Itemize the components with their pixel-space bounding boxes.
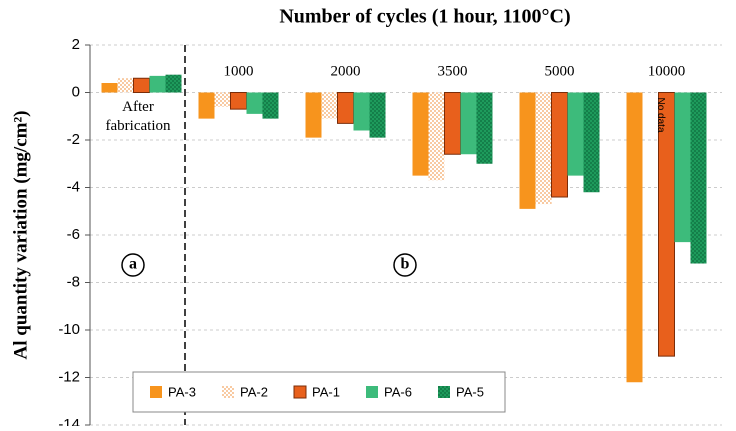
y-tick-label: -4 xyxy=(67,178,80,195)
y-tick-label: -8 xyxy=(67,273,80,290)
bar xyxy=(690,92,707,264)
bar xyxy=(165,74,182,93)
bar xyxy=(246,92,263,114)
bar xyxy=(337,92,354,124)
bar xyxy=(535,92,552,205)
y-tick-label: 2 xyxy=(72,36,80,53)
bar xyxy=(460,92,477,155)
legend-label: PA-1 xyxy=(312,384,340,399)
bar xyxy=(583,92,600,193)
x-tick-label: 5000 xyxy=(545,63,575,79)
legend-label: PA-5 xyxy=(456,384,484,399)
bar xyxy=(551,92,568,198)
annotation-circle xyxy=(121,253,145,277)
bar xyxy=(369,92,386,138)
bar xyxy=(101,83,118,93)
bar xyxy=(412,92,429,176)
bar xyxy=(519,92,536,209)
bar xyxy=(626,92,643,383)
legend-swatch xyxy=(150,386,162,398)
bar xyxy=(353,92,370,131)
y-tick-label: -2 xyxy=(67,131,80,148)
bar xyxy=(198,92,215,119)
x-tick-label: 1000 xyxy=(224,63,254,79)
y-tick-label: -10 xyxy=(58,321,80,338)
x-tick-label: After fabrication xyxy=(105,99,171,134)
bar xyxy=(321,92,338,119)
bar xyxy=(674,92,691,243)
legend-swatch xyxy=(366,386,378,398)
x-tick-label: 10000 xyxy=(648,63,686,79)
y-tick-label: 0 xyxy=(72,83,80,100)
annotation: b xyxy=(401,256,410,273)
annotation: a xyxy=(129,256,137,273)
x-tick-label: 2000 xyxy=(331,63,361,79)
annotation: No data xyxy=(655,97,666,132)
bar xyxy=(428,92,445,181)
bar xyxy=(305,92,322,138)
legend-label: PA-3 xyxy=(168,384,196,399)
legend-swatch xyxy=(293,385,307,399)
bar xyxy=(149,75,166,93)
bar xyxy=(117,78,134,93)
chart-title: Number of cycles (1 hour, 1100°C) xyxy=(279,6,570,28)
bar xyxy=(444,92,461,155)
legend-swatch xyxy=(222,386,234,398)
bar xyxy=(262,92,279,119)
y-tick-label: -12 xyxy=(58,368,80,385)
legend-swatch xyxy=(438,386,450,398)
legend-label: PA-2 xyxy=(240,384,268,399)
bar xyxy=(230,92,247,110)
y-tick-label: -6 xyxy=(67,226,80,243)
bar xyxy=(133,77,150,93)
annotation-circle xyxy=(393,253,417,277)
bar xyxy=(214,92,231,107)
x-tick-label: 3500 xyxy=(438,63,468,79)
bar xyxy=(476,92,493,164)
y-tick-label: -14 xyxy=(58,416,80,426)
bar xyxy=(567,92,584,176)
legend-label: PA-6 xyxy=(384,384,412,399)
y-axis-label: Al quantity variation (mg/cm²) xyxy=(10,111,31,360)
